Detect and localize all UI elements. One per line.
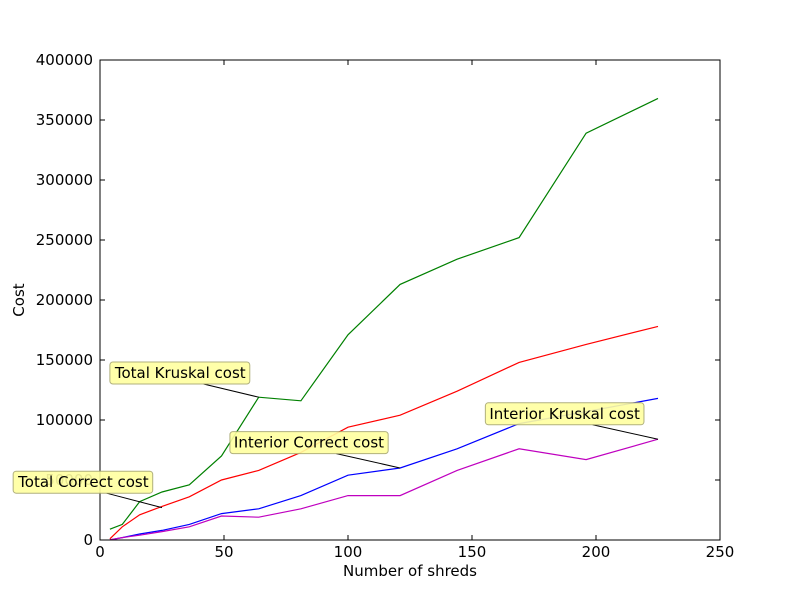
y-tick-label: 350000 xyxy=(36,111,93,129)
tick-layer: 0501001502002500500001000001500002000002… xyxy=(36,51,735,561)
annotation: Total Correct cost xyxy=(12,470,163,509)
series-line-1 xyxy=(109,97,659,530)
series-line-4 xyxy=(109,438,659,541)
annotation-leader-line xyxy=(106,492,163,509)
x-tick-label: 250 xyxy=(706,543,735,561)
x-tick-label: 100 xyxy=(334,543,363,561)
annotation-box xyxy=(109,361,251,385)
x-axis-label: Number of shreds xyxy=(343,562,477,580)
x-tick-label: 200 xyxy=(582,543,611,561)
y-tick-label: 150000 xyxy=(36,351,93,369)
x-tick-label: 0 xyxy=(95,543,105,561)
series-layer xyxy=(109,97,659,541)
y-tick-label: 250000 xyxy=(36,231,93,249)
plot-area xyxy=(100,60,720,540)
annotation-layer: Total Kruskal cost Interior Correct cost T… xyxy=(12,361,659,509)
series-line-3 xyxy=(109,397,659,541)
y-tick-label: 400000 xyxy=(36,51,93,69)
annotation-box xyxy=(484,402,645,426)
y-tick-label: 200000 xyxy=(36,291,93,309)
annotation-label: Total Correct cost xyxy=(17,473,149,491)
annotation-box xyxy=(12,470,154,494)
y-axis-label: Cost xyxy=(10,283,28,316)
x-tick-label: 50 xyxy=(214,543,233,561)
annotation-label: Interior Correct cost xyxy=(234,434,384,452)
annotation-label: Total Kruskal cost xyxy=(114,364,246,382)
y-tick-label: 0 xyxy=(83,531,93,549)
annotation-leader-line xyxy=(592,424,659,440)
y-tick-label: 100000 xyxy=(36,411,93,429)
x-tick-label: 150 xyxy=(458,543,487,561)
annotation: Interior Kruskal cost xyxy=(484,402,659,440)
y-tick-label: 300000 xyxy=(36,171,93,189)
series-line-2 xyxy=(109,325,659,540)
annotation-box xyxy=(229,431,389,455)
annotation-leader-line xyxy=(203,383,259,398)
annotation-label: Interior Kruskal cost xyxy=(489,405,640,423)
annotation-leader-line xyxy=(336,453,401,469)
annotation: Interior Correct cost xyxy=(229,431,401,469)
annotation: Total Kruskal cost xyxy=(109,361,259,398)
